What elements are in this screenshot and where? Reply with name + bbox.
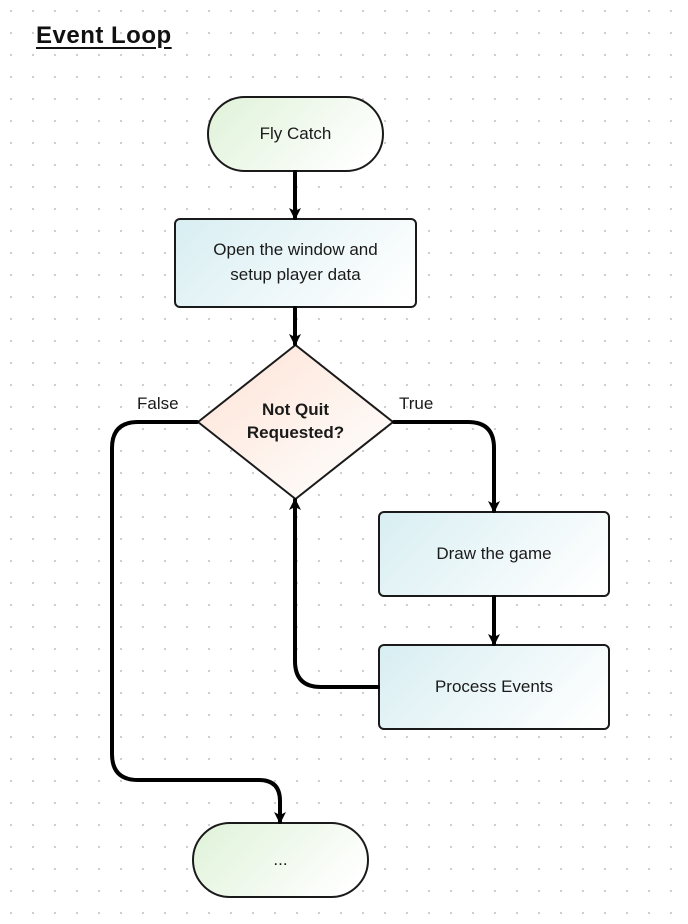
edge-label-false: False [137, 394, 179, 414]
process-events: Process Events [378, 644, 610, 730]
decision-cond: Not QuitRequested? [197, 344, 394, 500]
edge-label-true: True [399, 394, 433, 414]
process-setup: Open the window andsetup player data [174, 218, 417, 308]
terminal-start: Fly Catch [207, 96, 384, 172]
terminal-end: ... [192, 822, 369, 898]
diagram-title: Event Loop [36, 22, 172, 50]
process-draw: Draw the game [378, 511, 610, 597]
decision-label-cond: Not QuitRequested? [197, 344, 394, 500]
flowchart-canvas: Event Loop Fly Catch Open the window ands… [0, 0, 688, 924]
